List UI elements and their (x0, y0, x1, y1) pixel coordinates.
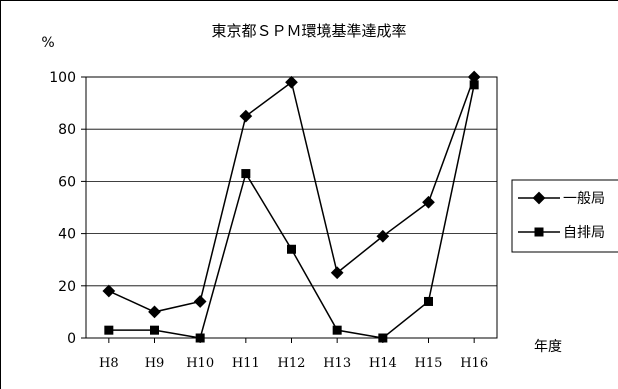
legend-item-jihai: 自排局 (518, 225, 605, 241)
legend: 一般局 自排局 (511, 179, 618, 253)
data-point-square (195, 333, 205, 343)
y-tick-label: 100 (49, 70, 76, 86)
legend-label-jihai: 自排局 (563, 225, 605, 241)
y-tick-label: 20 (58, 279, 76, 295)
data-point-diamond (102, 284, 116, 298)
data-point-square (424, 296, 433, 306)
y-tick-label: 60 (58, 174, 76, 190)
legend-square-marker (534, 227, 544, 237)
data-point-diamond (467, 70, 481, 84)
series-line (108, 76, 475, 313)
x-tick-labels: H8 H9 H10 H11 H12 H13 H14 H15 H16 (99, 356, 488, 371)
series-1 (102, 70, 481, 319)
data-point-square (104, 325, 114, 335)
data-point-square (241, 169, 251, 179)
data-point-diamond (422, 195, 435, 209)
y-tick-labels: 0 20 40 60 80 100 (49, 70, 76, 347)
data-point-diamond (193, 295, 207, 308)
x-axis-label: 年度 (534, 339, 562, 355)
series-line (108, 84, 475, 339)
x-tick-label: H11 (232, 356, 260, 371)
data-point-square (287, 244, 296, 254)
data-point-square (469, 80, 479, 90)
data-point-diamond (239, 109, 253, 123)
data-point-diamond (148, 305, 161, 319)
gridlines (81, 76, 497, 343)
data-point-square (378, 333, 388, 343)
x-tick-label: H16 (460, 356, 488, 371)
data-point-diamond (285, 75, 298, 89)
x-tick-label: H15 (415, 356, 443, 371)
series-2 (104, 80, 479, 343)
plot-area (85, 76, 498, 339)
x-tick-label: H10 (186, 356, 214, 371)
series-group (102, 70, 481, 343)
data-point-diamond (376, 229, 390, 243)
y-tick-label: 40 (58, 227, 76, 243)
data-point-square (150, 325, 159, 335)
chart-title: 東京都ＳＰＭ環境基準達成率 (211, 22, 406, 40)
data-point-square (332, 325, 342, 335)
legend-box (511, 179, 618, 253)
y-tick-label: 80 (58, 122, 76, 138)
x-tick-label: H13 (323, 356, 351, 371)
y-tick-label: 0 (67, 331, 76, 347)
x-tick-label: H14 (369, 356, 397, 371)
data-point-diamond (330, 266, 344, 280)
y-axis-label: % (41, 35, 54, 51)
x-tick-label: H12 (278, 356, 306, 371)
legend-label-ippan: 一般局 (563, 191, 605, 207)
x-tick-label: H9 (145, 356, 165, 371)
x-tick-label: H8 (99, 356, 119, 371)
